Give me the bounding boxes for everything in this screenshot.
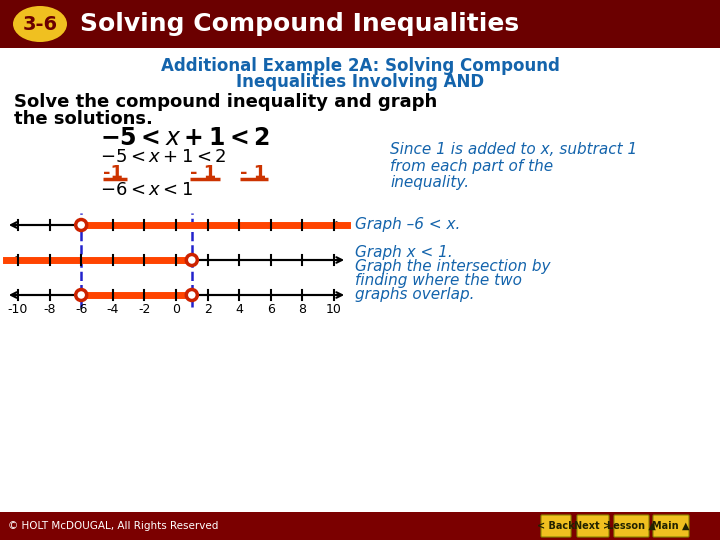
Text: $\mathbf{-5 < \mathit{x} + 1 < 2}$: $\mathbf{-5 < \mathit{x} + 1 < 2}$ <box>100 126 270 150</box>
Text: 4: 4 <box>235 303 243 316</box>
Text: -4: -4 <box>107 303 119 316</box>
Text: 0: 0 <box>172 303 180 316</box>
Text: $-5 < \mathit{x} + 1 < 2$: $-5 < \mathit{x} + 1 < 2$ <box>100 148 227 166</box>
Text: Main ▲: Main ▲ <box>652 521 690 531</box>
Text: Additional Example 2A: Solving Compound: Additional Example 2A: Solving Compound <box>161 57 559 75</box>
Circle shape <box>76 289 86 300</box>
Text: Solve the compound inequality and graph: Solve the compound inequality and graph <box>14 93 437 111</box>
Text: finding where the two: finding where the two <box>355 273 522 287</box>
Circle shape <box>186 254 197 266</box>
FancyBboxPatch shape <box>0 0 720 48</box>
Text: 3-6: 3-6 <box>22 15 58 33</box>
Text: Since 1 is added to x, subtract 1: Since 1 is added to x, subtract 1 <box>390 143 637 158</box>
Circle shape <box>76 219 86 231</box>
Text: -8: -8 <box>43 303 56 316</box>
Text: graphs overlap.: graphs overlap. <box>355 287 474 301</box>
Text: 10: 10 <box>326 303 342 316</box>
Text: Inequalities Involving AND: Inequalities Involving AND <box>236 73 484 91</box>
FancyBboxPatch shape <box>653 515 689 537</box>
Text: 8: 8 <box>298 303 307 316</box>
Text: Graph the intersection by: Graph the intersection by <box>355 259 551 273</box>
Ellipse shape <box>13 6 67 42</box>
Text: the solutions.: the solutions. <box>14 110 153 128</box>
Text: -6: -6 <box>75 303 87 316</box>
Text: © HOLT McDOUGAL, All Rights Reserved: © HOLT McDOUGAL, All Rights Reserved <box>8 521 218 531</box>
Text: Graph x < 1.: Graph x < 1. <box>355 245 453 260</box>
Text: $-6 < \mathit{x} < 1$: $-6 < \mathit{x} < 1$ <box>100 181 193 199</box>
Text: -10: -10 <box>8 303 28 316</box>
FancyBboxPatch shape <box>0 512 720 540</box>
Text: Next >: Next > <box>575 521 611 531</box>
Text: Graph –6 < x.: Graph –6 < x. <box>355 218 460 233</box>
Text: -1: -1 <box>103 164 123 182</box>
Text: - 1: - 1 <box>190 164 216 182</box>
Text: Solving Compound Inequalities: Solving Compound Inequalities <box>80 12 519 36</box>
Text: inequality.: inequality. <box>390 174 469 190</box>
Circle shape <box>186 289 197 300</box>
Text: from each part of the: from each part of the <box>390 159 553 173</box>
FancyBboxPatch shape <box>614 515 649 537</box>
Text: 2: 2 <box>204 303 212 316</box>
Text: 6: 6 <box>267 303 275 316</box>
FancyBboxPatch shape <box>541 515 571 537</box>
Text: Lesson ▲: Lesson ▲ <box>607 521 656 531</box>
Text: -2: -2 <box>138 303 150 316</box>
FancyBboxPatch shape <box>577 515 609 537</box>
Text: < Back: < Back <box>537 521 575 531</box>
Text: - 1: - 1 <box>240 164 266 182</box>
